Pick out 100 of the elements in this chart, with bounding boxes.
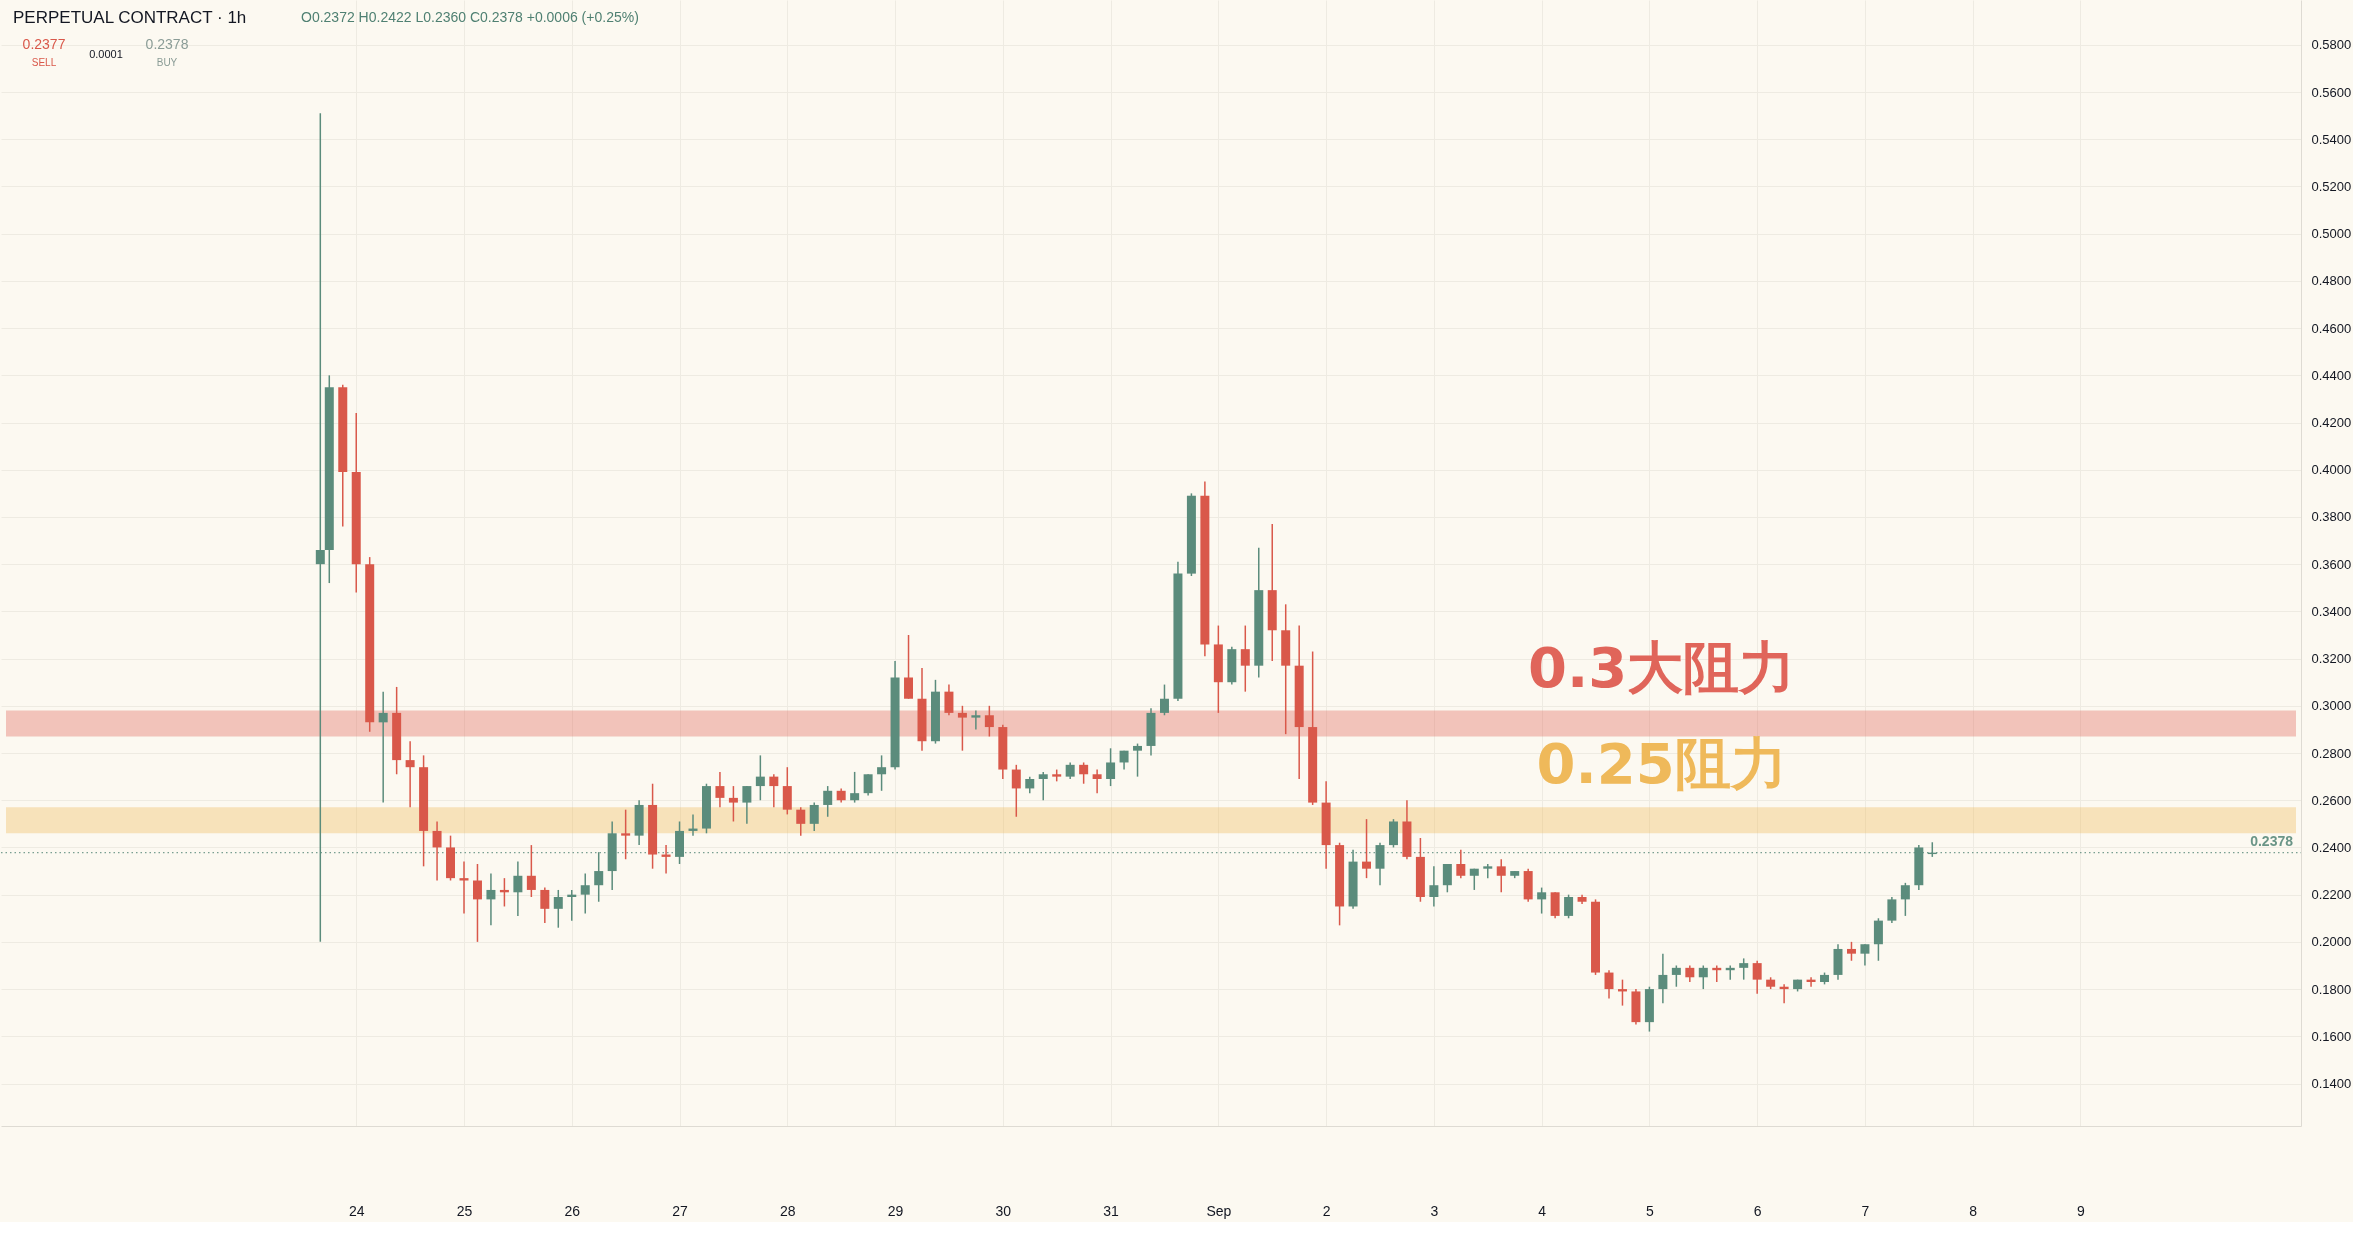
candlestick <box>1900 882 1910 917</box>
candlestick <box>580 872 590 915</box>
candlestick <box>796 806 806 837</box>
candlestick <box>1483 863 1493 879</box>
y-tick-label: 0.2000 <box>2311 934 2352 950</box>
x-tick-label: 4 <box>1538 1202 1547 1219</box>
text: PERPETUAL CONTRACT · 1h <box>13 8 247 27</box>
y-tick-label: 0.2200 <box>2311 887 2352 903</box>
candlestick <box>863 773 873 797</box>
candlestick <box>984 705 994 738</box>
candlestick <box>971 709 981 731</box>
y-tick-label: 0.4800 <box>2311 273 2352 289</box>
x-tick-label: 25 <box>456 1202 473 1219</box>
x-tick-label: 8 <box>1969 1202 1978 1219</box>
candlestick <box>1092 768 1102 794</box>
candlestick <box>1106 747 1116 787</box>
annotation: SELL <box>31 57 57 68</box>
y-tick-label: 0.4600 <box>2311 320 2352 336</box>
candlestick <box>728 785 738 823</box>
band-label: 0.25阻力 <box>1536 731 1787 797</box>
y-tick-label: 0.5400 <box>2311 131 2352 147</box>
y-tick-label: 0.3000 <box>2311 698 2352 714</box>
candlestick <box>1038 771 1048 801</box>
y-tick-label: 0.2800 <box>2311 745 2352 761</box>
y-tick-label: 0.3600 <box>2311 556 2352 572</box>
candlestick <box>1698 964 1708 990</box>
candlestick <box>1658 952 1668 1004</box>
y-tick-label: 0.4400 <box>2311 367 2352 383</box>
candlestick <box>513 860 523 917</box>
candlestick <box>1564 893 1574 920</box>
annotation: 0.0001 <box>89 48 123 60</box>
x-tick-label: 7 <box>1861 1202 1870 1219</box>
x-tick-label: 9 <box>2077 1202 2086 1219</box>
x-tick-label: 24 <box>348 1202 365 1219</box>
x-tick-label: 5 <box>1646 1202 1655 1219</box>
candlestick <box>1429 865 1439 908</box>
candlestick <box>904 634 914 700</box>
candlestick <box>594 851 604 903</box>
candlestick <box>405 740 415 809</box>
candlestick <box>486 872 496 927</box>
y-tick-label: 0.3200 <box>2311 651 2352 667</box>
y-tick-label: 0.5000 <box>2311 226 2352 242</box>
candlestick <box>877 754 887 792</box>
candlestick <box>769 773 779 809</box>
candlestick <box>1442 863 1452 894</box>
x-tick-label: 28 <box>780 1202 796 1219</box>
candlestick <box>1671 964 1681 988</box>
y-tick-label: 0.1400 <box>2311 1076 2352 1092</box>
x-tick-label: 30 <box>995 1202 1012 1219</box>
candlestick <box>1752 960 1762 995</box>
candlestick <box>1133 742 1143 778</box>
candlestick <box>1388 818 1398 849</box>
candlestick <box>1496 858 1506 894</box>
annotation: 0.2377 <box>22 36 66 52</box>
y-tick-label: 0.5800 <box>2311 37 2352 53</box>
candlestick <box>1362 818 1372 879</box>
candlestick <box>1537 886 1547 915</box>
y-tick-label: 0.5600 <box>2311 84 2352 100</box>
candlestick <box>1240 624 1250 693</box>
band-label: 0.3大阻力 <box>1528 634 1796 700</box>
x-tick-label: Sep <box>1206 1202 1232 1219</box>
candlestick <box>1550 891 1560 920</box>
candlestick <box>1375 841 1385 886</box>
candlestick <box>823 785 833 818</box>
candlestick <box>742 785 752 825</box>
x-tick-label: 2 <box>1322 1202 1331 1219</box>
candlestick <box>957 705 967 752</box>
candlestick <box>1739 957 1749 981</box>
y-tick-label: 0.4000 <box>2311 462 2352 478</box>
candlestick <box>1887 896 1897 924</box>
annotation: BUY <box>156 57 178 68</box>
candlestick <box>540 886 550 924</box>
x-tick-label: 26 <box>564 1202 581 1219</box>
annotation: 0.2378 <box>145 36 189 52</box>
candlestick <box>715 771 725 809</box>
ref-line-label: 0.2378 <box>2250 832 2294 849</box>
candlestick <box>526 844 536 898</box>
candlestick <box>1604 969 1614 1000</box>
annotation: O0.2372 H0.2422 L0.2360 C0.2378 +0.0006 (+0.25%) <box>301 9 639 25</box>
y-tick-label: 0.3800 <box>2311 509 2352 525</box>
x-tick-label: 3 <box>1430 1202 1439 1219</box>
candlestick <box>472 863 482 943</box>
candlestick <box>1011 764 1021 818</box>
y-tick-label: 0.4200 <box>2311 415 2352 431</box>
candlestick <box>432 820 442 882</box>
y-tick-label: 0.1800 <box>2311 981 2352 997</box>
candlestick <box>755 754 765 801</box>
candlestick <box>1846 941 1856 962</box>
y-tick-label: 0.2600 <box>2311 792 2352 808</box>
candlestick <box>850 771 860 804</box>
candlestick <box>1079 761 1089 785</box>
candlestick <box>1456 849 1466 879</box>
candlestick <box>553 889 563 929</box>
candlestick <box>1159 683 1169 717</box>
candlestick <box>1860 943 1870 967</box>
candlestick <box>621 808 631 860</box>
candlestick <box>378 690 388 804</box>
candlestick <box>782 766 792 816</box>
candlestick <box>809 801 819 832</box>
x-tick-label: 29 <box>887 1202 904 1219</box>
